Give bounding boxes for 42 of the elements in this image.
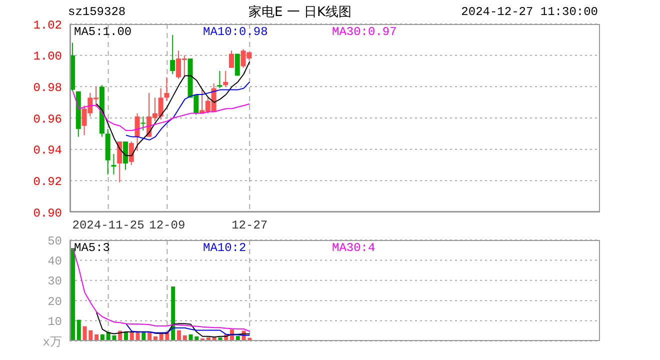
candlestick (123, 141, 128, 170)
candlestick (229, 50, 234, 68)
candlestick (140, 116, 146, 132)
bar (71, 248, 75, 341)
y-tick-label: 1.02 (33, 18, 62, 32)
bar (76, 320, 81, 341)
candlestick (111, 154, 116, 175)
candlestick (223, 70, 228, 88)
y-tick-label: 1.00 (33, 50, 62, 64)
y-tick-label: 0.92 (33, 174, 62, 189)
y-tick-label: 20 (48, 294, 62, 309)
line-series (125, 81, 250, 140)
y-tick-label: 40 (48, 254, 62, 268)
text: MA10:0.98 (203, 25, 269, 39)
y-tick-label: 0.96 (33, 112, 62, 126)
y-tick-label: 50 (48, 234, 62, 248)
line-series (125, 323, 250, 336)
y-tick-label: x万 (42, 335, 62, 350)
y-tick-label: 0.94 (33, 144, 62, 158)
candlestick (217, 70, 222, 89)
bar (171, 286, 176, 341)
x-tick-label: 12-27 (232, 218, 268, 233)
candlestick (164, 76, 170, 102)
text: MA30:4 (332, 241, 376, 255)
y-tick-label: 10 (48, 315, 62, 330)
candlestick (117, 141, 122, 183)
text: MA5:1.00 (74, 25, 133, 39)
text: 2024-12-27 11:30:00 (461, 5, 598, 19)
candlestick (128, 141, 134, 166)
chart-subtitle: sz159328 (68, 5, 126, 19)
y-tick-label: 0.98 (33, 80, 62, 95)
candlestick (134, 112, 140, 152)
text: MA5:3 (74, 241, 112, 255)
x-tick-label: 2024-11-25 (72, 218, 144, 233)
candlestick (170, 34, 176, 75)
text: MA30:0.97 (332, 25, 398, 39)
x-tick-label: 12-09 (149, 218, 186, 233)
y-tick-label: 0.90 (33, 206, 62, 220)
y-tick-label: 30 (48, 274, 62, 289)
text: MA10:2 (203, 241, 248, 255)
line-series (96, 312, 250, 338)
chart-title: 家电E 一 日K线图 (248, 5, 352, 20)
